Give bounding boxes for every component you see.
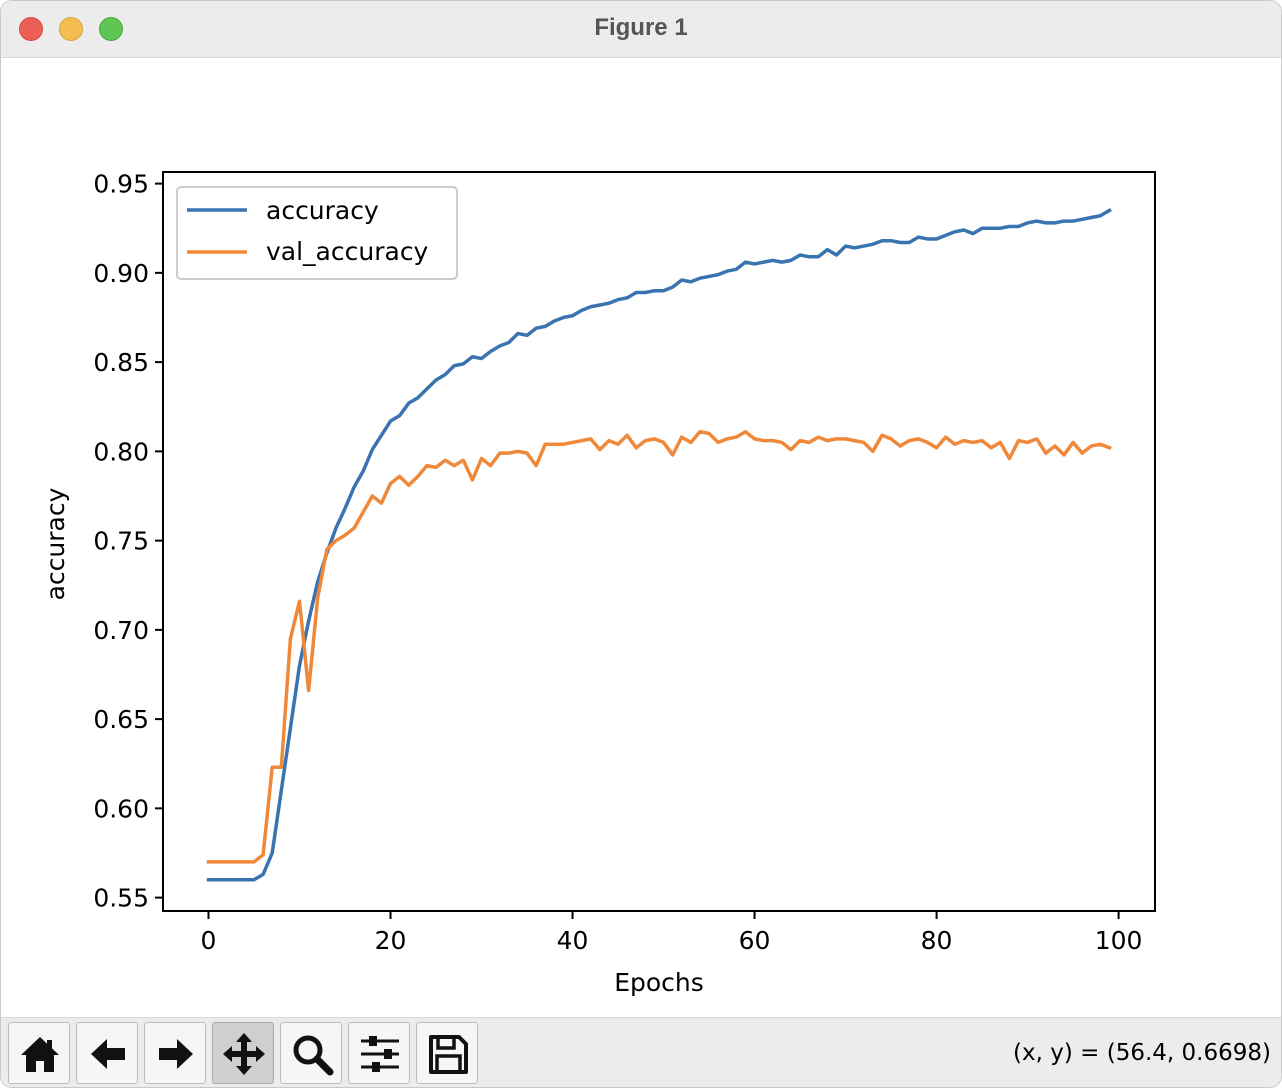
forward-button[interactable] [144,1022,206,1084]
home-button[interactable] [8,1022,70,1084]
legend-label-val-accuracy: val_accuracy [266,237,429,266]
series-line-accuracy [206,207,1112,882]
zoom-button[interactable] [280,1022,342,1084]
y-tick-label: 0.90 [93,259,149,288]
figure-canvas[interactable]: 0 20 40 60 80 100 0.55 0.60 0.65 0.70 0.75 0.80 0.8… [1,58,1282,1017]
x-tick-label: 0 [201,926,217,955]
save-button[interactable] [416,1022,478,1084]
y-tick-label: 0.75 [93,527,149,556]
x-tick-label: 20 [375,926,407,955]
pan-button[interactable] [212,1022,274,1084]
arrow-left-icon [91,1039,125,1069]
close-window-button[interactable] [19,17,43,41]
x-tick-label: 40 [557,926,589,955]
plot-area-frame [162,171,1156,912]
y-tick-label: 0.95 [93,170,149,199]
x-tick-label: 60 [739,926,771,955]
x-tick-label: 80 [921,926,953,955]
y-axis-label: accuracy [41,487,70,600]
arrow-right-icon [159,1039,193,1069]
zoom-window-button[interactable] [99,17,123,41]
legend: accuracy val_accuracy [176,186,458,280]
series-line-val-accuracy [206,429,1112,864]
y-tick-label: 0.60 [93,794,149,823]
y-tick-label: 0.80 [93,437,149,466]
magnifier-icon [293,1035,334,1076]
line-chart[interactable]: 0 20 40 60 80 100 0.55 0.60 0.65 0.70 0.75 0.80 0.8… [1,58,1282,1017]
cursor-coordinates: (x, y) = (56.4, 0.6698) [1013,1040,1271,1066]
y-tick-label: 0.55 [93,884,149,913]
sliders-icon [361,1036,399,1072]
minimize-window-button[interactable] [59,17,83,41]
y-tick-label: 0.70 [93,616,149,645]
floppy-disk-icon [429,1035,468,1074]
title-bar[interactable]: Figure 1 [1,1,1281,58]
y-tick-label: 0.65 [93,705,149,734]
window-title: Figure 1 [594,14,688,41]
move-icon [223,1033,265,1075]
x-tick-label: 100 [1095,926,1143,955]
legend-label-accuracy: accuracy [266,196,379,225]
configure-subplots-button[interactable] [348,1022,410,1084]
home-icon [21,1037,59,1072]
y-tick-label: 0.85 [93,348,149,377]
navigation-toolbar: (x, y) = (56.4, 0.6698) [1,1017,1281,1087]
x-axis-label: Epochs [614,968,704,997]
back-button[interactable] [76,1022,138,1084]
